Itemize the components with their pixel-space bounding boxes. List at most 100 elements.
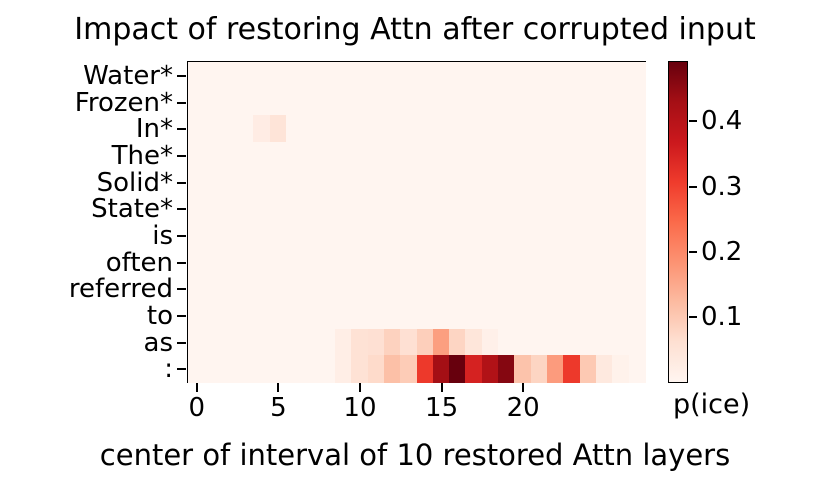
heatmap-cell [269,222,287,250]
heatmap-cell [285,195,303,223]
heatmap-cell [400,195,418,223]
heatmap-cell [579,62,597,90]
heatmap-cell [285,62,303,90]
heatmap-cell [334,142,352,170]
heatmap-cell [236,115,254,143]
heatmap-cell [383,62,401,90]
heatmap-cell [400,88,418,116]
heatmap-cell [269,195,287,223]
heatmap-cell [302,248,320,276]
heatmap-cell [547,302,564,330]
y-tick-mark [177,368,186,371]
heatmap-cell [465,88,483,116]
x-tick-mark [440,383,443,392]
heatmap-cell [285,222,303,250]
y-tick-label: is [152,220,173,251]
heatmap-cell [449,328,467,356]
heatmap-cell [596,168,613,196]
heatmap-cell [498,195,515,223]
heatmap-cell [416,142,434,170]
heatmap-cell [285,115,303,143]
heatmap-cell [628,88,646,116]
heatmap-cell [449,168,467,196]
y-tick-mark [177,208,186,211]
heatmap-cell [596,115,613,143]
heatmap-cell [285,248,303,276]
heatmap-cell [563,275,581,303]
heatmap-cell [628,142,646,170]
heatmap-cell [253,355,271,383]
heatmap-cell [318,355,336,383]
heatmap-cell [269,248,287,276]
y-tick-mark [177,261,186,264]
heatmap-cell [628,222,646,250]
heatmap-cell [334,355,352,383]
heatmap-cell [383,328,401,356]
heatmap-cell [269,88,287,116]
heatmap-cell [188,168,205,196]
heatmap-cell [612,142,630,170]
heatmap-cell [530,88,548,116]
heatmap-cell [449,195,467,223]
heatmap-cell [514,328,532,356]
heatmap-cell [530,62,548,90]
heatmap-cell [596,142,613,170]
heatmap-cell [481,195,499,223]
heatmap-cell [351,115,369,143]
heatmap-cell [449,302,467,330]
heatmap-cell [269,328,287,356]
heatmap-cell [220,248,238,276]
heatmap-cell [400,302,418,330]
heatmap-cell [530,195,548,223]
y-tick-label: referred [68,274,173,305]
heatmap-cell [269,115,287,143]
y-tick-mark [177,234,186,237]
heatmap-cell [612,222,630,250]
heatmap-cell [220,115,238,143]
heatmap-cell [367,302,385,330]
x-tick-label: 0 [188,393,206,423]
heatmap-cell [481,168,499,196]
heatmap-cell [253,195,271,223]
x-tick-label: 20 [506,393,540,423]
heatmap-cell [579,328,597,356]
heatmap-cell [498,62,515,90]
colorbar-tick-mark [689,185,697,188]
heatmap-cell [465,168,483,196]
heatmap-cell [432,195,450,223]
heatmap-cell [188,355,205,383]
heatmap-cell [302,62,320,90]
heatmap-cell [302,142,320,170]
heatmap-cell [188,142,205,170]
y-tick-mark [177,341,186,344]
heatmap-cell [596,195,613,223]
heatmap-cell [220,62,238,90]
heatmap-cell [498,115,515,143]
heatmap-cell [547,168,564,196]
heatmap-cell [579,168,597,196]
heatmap-cell [563,222,581,250]
heatmap-cell [236,142,254,170]
heatmap-cell [628,248,646,276]
heatmap-cell [285,275,303,303]
heatmap-cell [514,88,532,116]
heatmap-cell [383,275,401,303]
heatmap-cell [612,62,630,90]
heatmap-cell [563,62,581,90]
y-tick-mark [177,181,186,184]
heatmap-cell [449,62,467,90]
heatmap-cell [432,142,450,170]
heatmap-cell [498,168,515,196]
heatmap-cell [514,355,532,383]
heatmap-cell [302,355,320,383]
heatmap-cell [563,142,581,170]
heatmap-cell [465,222,483,250]
heatmap-cell [416,62,434,90]
heatmap-cell [579,88,597,116]
heatmap-cell [514,222,532,250]
heatmap-cell [530,115,548,143]
heatmap-cell [596,355,613,383]
heatmap-cell [383,115,401,143]
heatmap-cell [416,168,434,196]
heatmap-cell [628,302,646,330]
